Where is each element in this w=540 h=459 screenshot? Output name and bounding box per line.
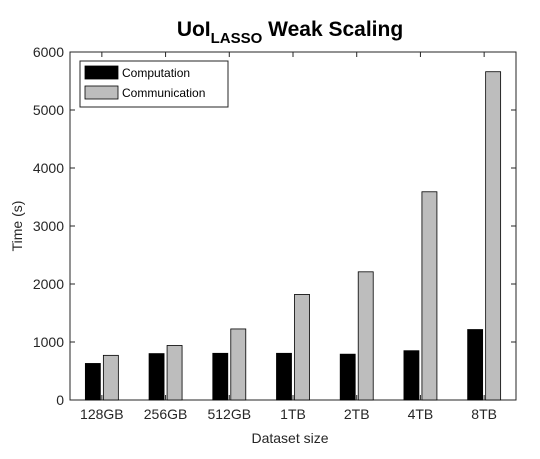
x-tick-label: 4TB [408,406,434,422]
bar-computation [467,329,484,401]
bar-communication [421,191,438,401]
x-tick-label: 256GB [144,406,188,422]
y-axis-label: Time (s) [9,201,25,252]
bar-computation [403,350,420,401]
bar-computation [276,352,292,401]
legend-label-computation: Computation [122,66,190,80]
bar-communication [294,294,310,401]
y-tick-label: 6000 [33,44,64,60]
bar-communication [166,345,183,401]
plot-area: 0 1000 2000 3000 4000 5000 6000 128GB 256GB 512GB… [33,44,517,422]
bar-communication [230,328,247,401]
bar-computation [84,363,101,401]
bar-communication [357,271,374,401]
bar-communication [485,71,502,401]
y-tick-label: 5000 [33,102,64,118]
x-tick-label: 8TB [471,406,497,422]
y-tick-label: 3000 [33,218,64,234]
y-tick-label: 4000 [33,160,64,176]
bar-communication [102,354,119,401]
bar-computation [339,353,356,401]
legend-swatch-computation [84,65,119,80]
x-tick-label: 2TB [344,406,370,422]
x-axis-label: Dataset size [251,430,328,446]
x-tick-label: 512GB [207,406,251,422]
bar-computation [148,353,165,401]
legend-label-communication: Communication [122,86,205,100]
bar-computation [212,352,229,401]
chart-title: UoILASSO Weak Scaling [177,18,403,47]
y-tick-label: 1000 [33,334,64,350]
x-tick-label: 128GB [80,406,124,422]
y-tick-label: 0 [56,392,64,408]
x-tick-label: 1TB [280,406,306,422]
y-tick-label: 2000 [33,276,64,292]
legend-swatch-communication [84,85,119,100]
